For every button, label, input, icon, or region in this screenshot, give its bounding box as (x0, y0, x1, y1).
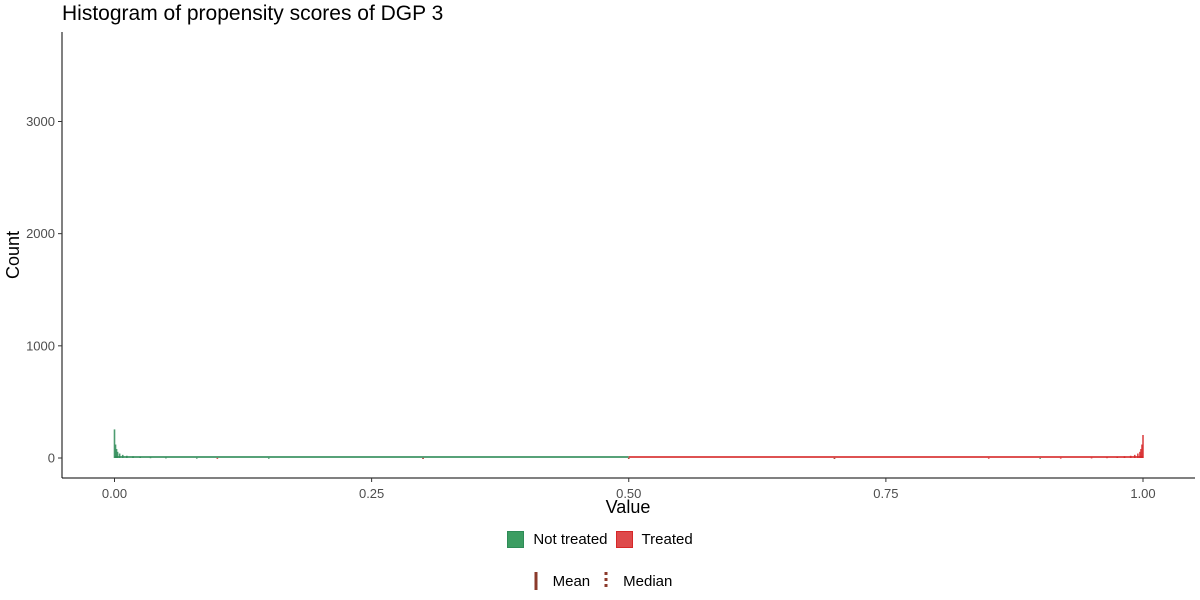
legend-label-treated: Treated (641, 531, 693, 548)
legend-label-mean: Mean (552, 572, 591, 590)
bar-treated (627, 457, 630, 459)
bar-not-treated (115, 449, 118, 458)
bar-treated (1123, 456, 1126, 458)
legend-item-median: Median (598, 570, 672, 592)
x-axis-ticks: 0.00 0.25 0.50 0.75 1.00 (102, 478, 1156, 501)
bar-treated (1140, 449, 1142, 458)
x-axis-label: Value (606, 497, 651, 517)
bar-treated (422, 457, 424, 459)
bar-not-treated (149, 457, 152, 459)
y-tick-label: 2000 (26, 226, 55, 241)
bar-treated (1141, 444, 1143, 458)
bar-not-treated (126, 455, 128, 458)
x-tick-label: 0.50 (616, 486, 641, 501)
y-tick-label: 1000 (26, 338, 55, 353)
bar-not-treated (114, 444, 117, 458)
y-axis-label: Count (3, 231, 23, 279)
legend-item-treated: Treated (615, 531, 693, 548)
bar-treated (1090, 457, 1093, 459)
bar-treated (833, 457, 836, 459)
y-tick-label: 0 (48, 451, 55, 466)
bar-not-treated (267, 457, 270, 459)
line-legend: Mean Median (0, 570, 1200, 592)
fill-legend: Not treated Treated (0, 531, 1200, 548)
bar-not-treated (121, 454, 124, 458)
bar-not-treated (165, 457, 167, 459)
bar-not-treated (1039, 457, 1041, 459)
legend-swatch-not-treated (507, 531, 525, 548)
bar-not-treated (116, 451, 119, 458)
bar-treated (1116, 456, 1119, 458)
chart-title: Histogram of propensity scores of DGP 3 (62, 2, 444, 25)
bar-treated (987, 457, 990, 459)
x-tick-label: 0.00 (102, 486, 127, 501)
bar-treated (1142, 435, 1144, 458)
legend-item-mean: Mean (528, 570, 591, 592)
bar-treated (1129, 455, 1132, 458)
bar-treated (216, 457, 219, 459)
bar-not-treated (113, 429, 116, 458)
y-tick-label: 3000 (26, 114, 55, 129)
bar-not-treated (118, 453, 121, 458)
legend-item-not-treated: Not treated (507, 531, 608, 548)
bar-not-treated (139, 456, 142, 458)
bar-treated (1133, 454, 1136, 458)
legend-label-not-treated: Not treated (533, 531, 608, 548)
bar-treated (1137, 453, 1139, 458)
bar-treated (1139, 451, 1141, 458)
x-tick-label: 1.00 (1130, 486, 1155, 501)
bar-not-treated (132, 456, 134, 458)
x-tick-label: 0.75 (873, 486, 898, 501)
legend-swatch-treated (615, 531, 633, 548)
bar-treated (1106, 457, 1108, 459)
solid-line-icon (528, 570, 544, 592)
y-axis-ticks: 0 1000 2000 3000 (26, 114, 62, 466)
dotted-line-icon (598, 570, 614, 592)
legend-label-median: Median (623, 572, 673, 590)
bar-not-treated (195, 457, 198, 459)
histogram-bars (113, 429, 1144, 459)
bar-treated (1059, 457, 1062, 459)
x-tick-label: 0.25 (359, 486, 384, 501)
